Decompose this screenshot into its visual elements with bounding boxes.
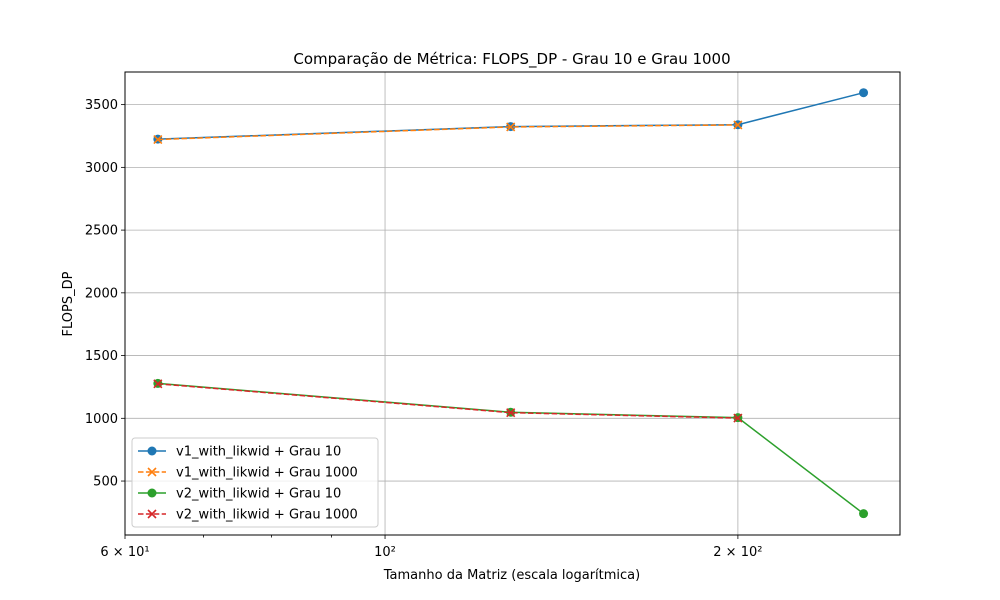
chart-title: Comparação de Métrica: FLOPS_DP - Grau 1… [293,50,730,69]
data-point [506,408,516,418]
data-point [506,122,516,132]
data-point [733,413,743,423]
series-layer [153,88,869,519]
legend-item: v1_with_likwid + Grau 10 [138,445,341,460]
series-line [157,383,738,419]
y-axis-label: FLOPS_DP [61,271,76,336]
series-4 [153,379,743,423]
legend-marker [147,509,157,519]
x-tick-label: 10² [374,545,396,560]
data-point [859,509,869,519]
y-tick-label: 1500 [85,349,118,364]
data-point [153,134,163,145]
y-tick-label: 2000 [85,286,118,301]
x-axis-label: Tamanho da Matriz (escala logarítmica) [383,568,640,583]
legend-marker [147,467,157,477]
data-point [859,88,869,98]
data-point [733,120,743,130]
legend-item: v2_with_likwid + Grau 1000 [138,508,358,523]
legend-label: v1_with_likwid + Grau 10 [176,445,341,460]
series-2 [153,120,743,145]
grid [124,72,900,535]
legend-label: v2_with_likwid + Grau 10 [176,487,341,502]
axes-frame [124,71,901,536]
data-point [153,379,163,389]
series-line [157,91,864,140]
legend: v1_with_likwid + Grau 10 v1_with_likwid +… [131,437,379,528]
legend-label: v2_with_likwid + Grau 1000 [176,508,358,523]
y-tick-label: 500 [93,475,118,490]
legend-marker [147,488,157,498]
y-tick-label: 3500 [85,98,118,113]
y-tick-label: 3000 [85,161,118,176]
series-line [157,124,738,141]
x-axis: 6 × 10¹ 10² 2 × 10² [100,535,762,560]
y-axis: 500 1000 1500 2000 2500 3000 3500 [85,98,125,490]
y-tick-label: 1000 [85,412,118,427]
legend-marker [147,446,157,456]
x-tick-label: 6 × 10¹ [100,545,149,560]
legend-label: v1_with_likwid + Grau 1000 [176,466,358,481]
legend-box [131,437,379,528]
y-tick-label: 2500 [85,224,118,239]
legend-item: v1_with_likwid + Grau 1000 [138,466,358,481]
legend-item: v2_with_likwid + Grau 10 [138,487,341,502]
x-tick-label: 2 × 10² [713,545,762,560]
